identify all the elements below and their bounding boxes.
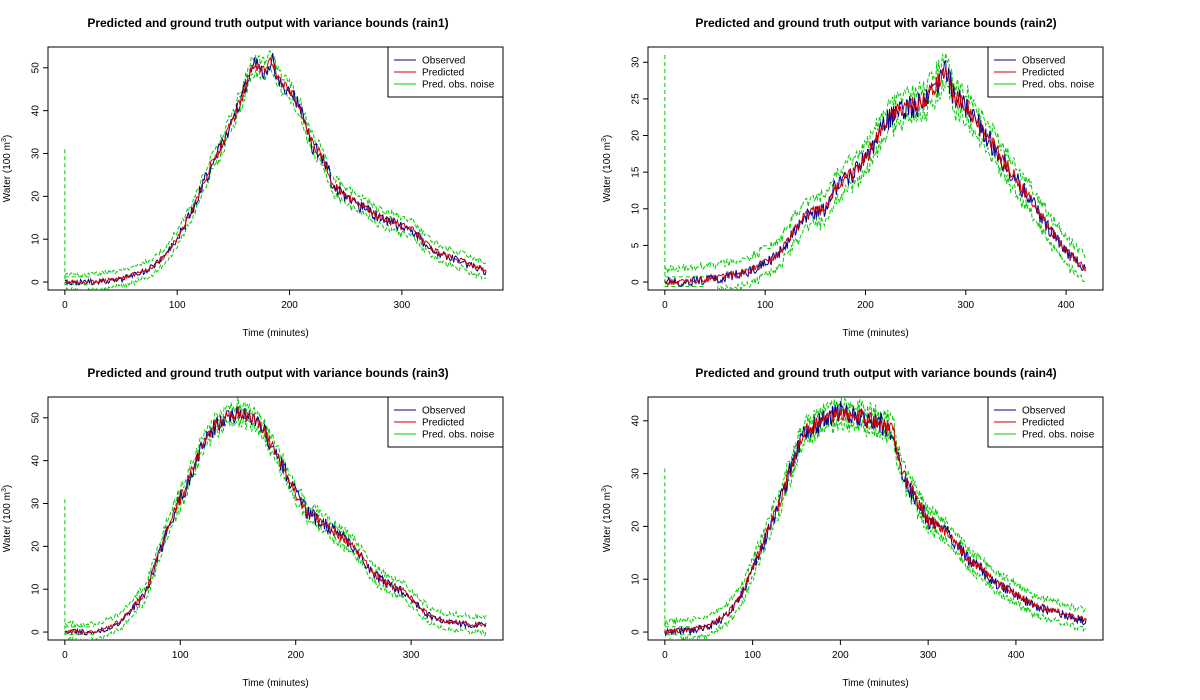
x-tick-label: 0 [62, 650, 68, 661]
x-tick-label: 400 [1058, 300, 1075, 311]
x-tick-label: 300 [920, 650, 937, 661]
chart-title: Predicted and ground truth output with v… [87, 16, 448, 30]
plot-area [664, 397, 1087, 640]
rain4-panel: Predicted and ground truth output with v… [601, 366, 1104, 689]
legend-entry: Pred. obs. noise [1022, 80, 1095, 91]
y-tick-label: 20 [631, 520, 642, 532]
y-tick-label: 50 [31, 62, 42, 74]
legend-entry: Observed [1022, 56, 1065, 67]
noise-upper-line [64, 397, 487, 628]
y-tick-label: 0 [631, 629, 642, 635]
initial-lower-bound-line [64, 149, 93, 286]
y-tick-label: 20 [31, 190, 42, 202]
y-tick-label: 15 [631, 166, 642, 178]
noise-lower-line [664, 416, 1087, 640]
x-tick-label: 100 [744, 650, 761, 661]
legend-entry: Observed [422, 406, 465, 417]
legend-entry: Pred. obs. noise [422, 80, 495, 91]
rain3-panel: Predicted and ground truth output with v… [1, 366, 504, 689]
y-tick-label: 30 [31, 498, 42, 510]
x-tick-label: 200 [857, 300, 874, 311]
noise-upper-line [664, 53, 1087, 274]
y-tick-label: 50 [31, 412, 42, 424]
legend-entry: Predicted [1022, 68, 1064, 79]
plot-area [664, 53, 1087, 290]
noise-upper-line [64, 50, 487, 278]
y-axis-label: Water (100 m3) [601, 135, 613, 202]
x-tick-label: 300 [394, 300, 411, 311]
noise-lower-line [65, 65, 487, 290]
x-axis-label: Time (minutes) [842, 328, 908, 339]
predicted-line [64, 406, 487, 636]
y-tick-label: 10 [31, 233, 42, 245]
legend-entry: Predicted [422, 68, 464, 79]
plot-frame [47, 396, 504, 641]
x-tick-label: 100 [169, 300, 186, 311]
y-tick-label: 30 [31, 148, 42, 160]
x-tick-label: 100 [172, 650, 189, 661]
x-tick-label: 200 [287, 650, 304, 661]
legend-entry: Pred. obs. noise [422, 430, 495, 441]
x-tick-label: 0 [62, 300, 68, 311]
y-tick-label: 10 [631, 203, 642, 215]
x-axis-label: Time (minutes) [242, 678, 308, 689]
plot-frame [647, 46, 1104, 291]
noise-upper-line [664, 397, 1087, 626]
noise-lower-line [64, 415, 487, 640]
chart-title: Predicted and ground truth output with v… [695, 16, 1056, 30]
initial-lower-bound-line [664, 468, 692, 636]
y-tick-label: 0 [31, 629, 42, 635]
chart-title: Predicted and ground truth output with v… [695, 366, 1056, 380]
x-tick-label: 300 [403, 650, 420, 661]
predicted-line [664, 67, 1087, 287]
rain2-panel: Predicted and ground truth output with v… [601, 16, 1104, 339]
y-tick-label: 20 [31, 540, 42, 552]
legend-entry: Predicted [422, 418, 464, 429]
rain1-panel: Predicted and ground truth output with v… [1, 16, 504, 339]
y-tick-label: 30 [631, 468, 642, 480]
legend-entry: Predicted [1022, 418, 1064, 429]
initial-lower-bound-line [64, 499, 94, 636]
y-tick-label: 5 [631, 242, 642, 248]
y-tick-label: 30 [631, 56, 642, 68]
chart-title: Predicted and ground truth output with v… [87, 366, 448, 380]
y-tick-label: 10 [31, 583, 42, 595]
noise-lower-line [685, 80, 1087, 290]
y-axis-label: Water (100 m3) [601, 485, 613, 552]
x-tick-label: 300 [957, 300, 974, 311]
plot-frame [647, 396, 1104, 641]
legend-entry: Observed [1022, 406, 1065, 417]
x-axis-label: Time (minutes) [242, 328, 308, 339]
y-tick-label: 10 [631, 573, 642, 585]
x-tick-label: 0 [662, 650, 668, 661]
y-tick-label: 25 [631, 93, 642, 105]
x-tick-label: 400 [1008, 650, 1025, 661]
legend-entry: Pred. obs. noise [1022, 430, 1095, 441]
x-tick-label: 200 [281, 300, 298, 311]
legend-entry: Observed [422, 56, 465, 67]
x-tick-label: 100 [757, 300, 774, 311]
y-tick-label: 40 [31, 105, 42, 117]
y-axis-label: Water (100 m3) [1, 485, 13, 552]
plot-area [64, 50, 487, 290]
y-tick-label: 40 [631, 415, 642, 427]
initial-lower-bound-line [664, 54, 705, 287]
predicted-line [664, 406, 1087, 635]
x-tick-label: 0 [662, 300, 668, 311]
y-tick-label: 0 [631, 279, 642, 285]
y-axis-label: Water (100 m3) [1, 135, 13, 202]
y-tick-label: 40 [31, 455, 42, 467]
y-tick-label: 20 [631, 130, 642, 142]
x-tick-label: 200 [832, 650, 849, 661]
plot-frame [47, 46, 504, 291]
plot-area [64, 397, 487, 640]
x-axis-label: Time (minutes) [842, 678, 908, 689]
predicted-line [64, 56, 487, 286]
y-tick-label: 0 [31, 279, 42, 285]
